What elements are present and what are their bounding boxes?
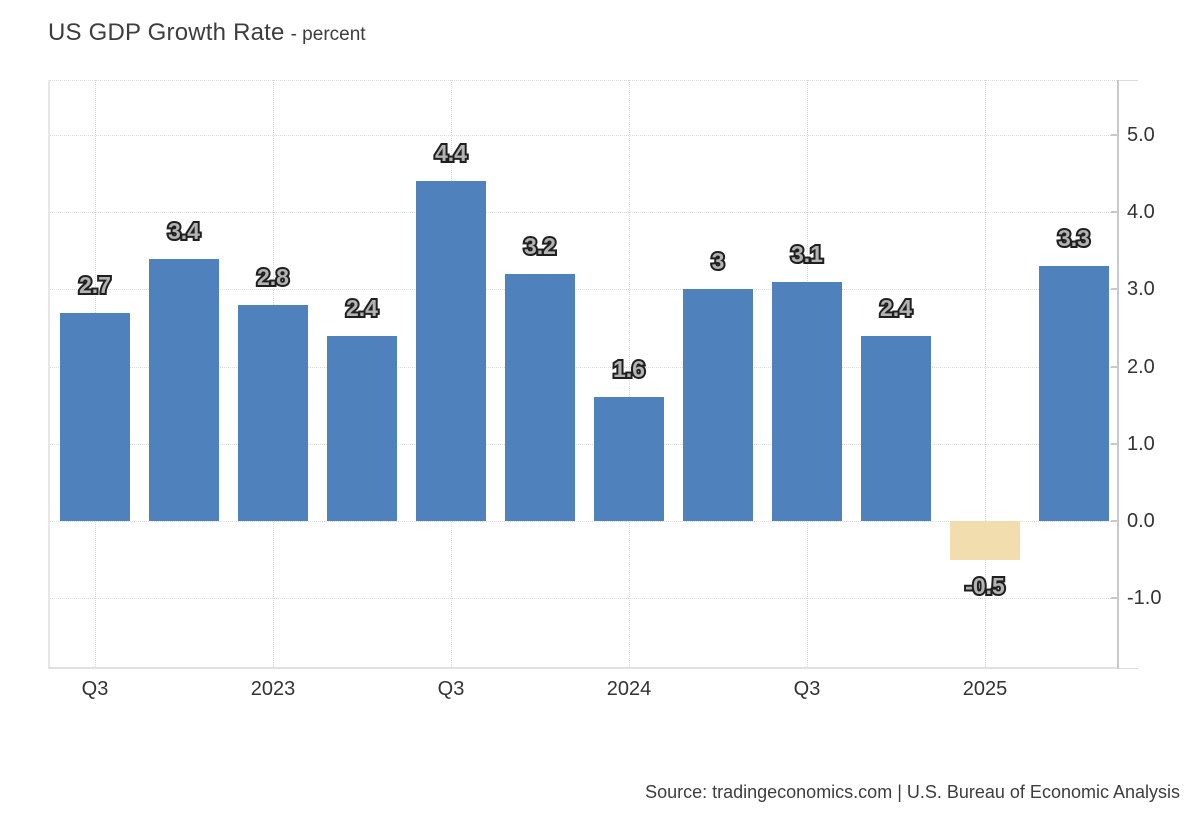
chart-title: US GDP Growth Rate - percent xyxy=(48,19,366,47)
bar-value-text: 3.4 xyxy=(168,218,200,244)
plot-border-left xyxy=(48,80,50,669)
source-note: Source: tradingeconomics.com | U.S. Bure… xyxy=(645,782,1180,802)
horizontal-gridline xyxy=(48,444,1119,445)
bar-2025-q1 xyxy=(950,521,1020,560)
chart-title-main: US GDP Growth Rate xyxy=(48,19,285,46)
x-tick-label: Q3 xyxy=(437,678,465,700)
vertical-gridline xyxy=(984,80,986,669)
y-tick-label: -1.0 xyxy=(1127,587,1162,609)
horizontal-gridline xyxy=(48,367,1119,368)
bar-value-outline: 3.2 xyxy=(522,232,558,260)
bar-value-label: 2.7 2.7 xyxy=(50,271,140,299)
horizontal-gridline xyxy=(48,212,1119,213)
y-tick-label: 3.0 xyxy=(1127,278,1155,300)
bar-value-outline: 3.3 xyxy=(1056,224,1092,252)
horizontal-gridline xyxy=(48,521,1119,522)
x-tick-label: Q3 xyxy=(81,678,109,700)
x-tick-label: Q3 xyxy=(793,678,821,700)
bar-value-outline: 2.8 xyxy=(255,263,291,291)
x-tick-label: 2025 xyxy=(962,678,1008,700)
bar-2023-q3 xyxy=(416,181,486,521)
plot-area xyxy=(48,80,1119,669)
bar-value-text: 3.1 xyxy=(791,241,823,267)
bar-value-label: 2.8 2.8 xyxy=(228,263,318,291)
bar-value-text: 1.6 xyxy=(613,356,645,382)
bar-value-text: 2.4 xyxy=(346,295,378,321)
bar-2024-q1 xyxy=(594,397,664,521)
bar-2023-q2 xyxy=(327,336,397,521)
horizontal-gridline xyxy=(48,135,1119,136)
bar-2022-q4 xyxy=(149,259,219,521)
y-axis-tick xyxy=(1111,288,1118,290)
x-axis-line xyxy=(48,667,1119,669)
bar-2022-q3 xyxy=(60,313,130,521)
bar-value-outline: 2.4 xyxy=(344,294,380,322)
bar-2024-q2 xyxy=(683,289,753,521)
bar-value-text: 3 xyxy=(711,248,725,274)
bar-value-outline: 3.4 xyxy=(166,217,202,245)
vertical-gridline xyxy=(628,80,630,669)
bar-value-label: 3.4 3.4 xyxy=(139,217,229,245)
bar-2025-q2 xyxy=(1039,266,1109,521)
bar-value-outline: 3.1 xyxy=(789,240,825,268)
plot-border-top-ext xyxy=(1119,80,1138,81)
y-tick-label: 1.0 xyxy=(1127,433,1155,455)
bar-2023-q4 xyxy=(505,274,575,521)
x-tick-label: 2024 xyxy=(606,678,652,700)
bar-2024-q3 xyxy=(772,282,842,521)
bar-value-text: -0.5 xyxy=(965,573,1005,599)
x-axis-line-ext xyxy=(1119,668,1138,669)
y-axis-tick xyxy=(1111,211,1118,213)
bar-value-text: 3.2 xyxy=(524,233,556,259)
bar-value-outline: 4.4 xyxy=(433,139,469,167)
bar-value-text: 3.3 xyxy=(1058,225,1090,251)
bar-value-outline: 2.4 xyxy=(878,294,914,322)
bar-value-text: 2.8 xyxy=(257,264,289,290)
horizontal-gridline xyxy=(48,289,1119,290)
bar-value-text: 2.4 xyxy=(880,295,912,321)
y-axis-tick xyxy=(1111,366,1118,368)
y-tick-label: 4.0 xyxy=(1127,201,1155,223)
y-axis-tick xyxy=(1111,597,1118,599)
y-axis-line xyxy=(1117,80,1119,669)
bar-value-outline: 1.6 xyxy=(611,355,647,383)
y-tick-label: 2.0 xyxy=(1127,356,1155,378)
bar-value-outline: -0.5 xyxy=(963,572,1007,600)
bar-value-text: 4.4 xyxy=(435,140,467,166)
bar-value-label: 3.2 3.2 xyxy=(495,232,585,260)
y-axis-tick xyxy=(1111,134,1118,136)
bar-2024-q4 xyxy=(861,336,931,521)
horizontal-gridline xyxy=(48,598,1119,599)
bar-2023-q1 xyxy=(238,305,308,521)
bar-value-outline: 2.7 xyxy=(77,271,113,299)
bar-value-label: 1.6 1.6 xyxy=(584,355,674,383)
chart-title-unit: - percent xyxy=(290,24,366,45)
bar-value-label: -0.5 -0.5 xyxy=(940,572,1030,600)
x-tick-label: 2023 xyxy=(250,678,296,700)
plot-border-top xyxy=(48,80,1119,81)
bar-value-label: 3.3 3.3 xyxy=(1029,224,1119,252)
y-tick-label: 0.0 xyxy=(1127,510,1155,532)
bar-value-text: 2.7 xyxy=(79,272,111,298)
bar-value-outline: 3 xyxy=(710,247,727,275)
bar-value-label: 2.4 2.4 xyxy=(851,294,941,322)
bar-value-label: 2.4 2.4 xyxy=(317,294,407,322)
bar-value-label: 4.4 4.4 xyxy=(406,139,496,167)
bar-value-label: 3.1 3.1 xyxy=(762,240,852,268)
y-tick-label: 5.0 xyxy=(1127,124,1155,146)
y-axis-tick xyxy=(1111,443,1118,445)
y-axis-tick xyxy=(1111,520,1118,522)
